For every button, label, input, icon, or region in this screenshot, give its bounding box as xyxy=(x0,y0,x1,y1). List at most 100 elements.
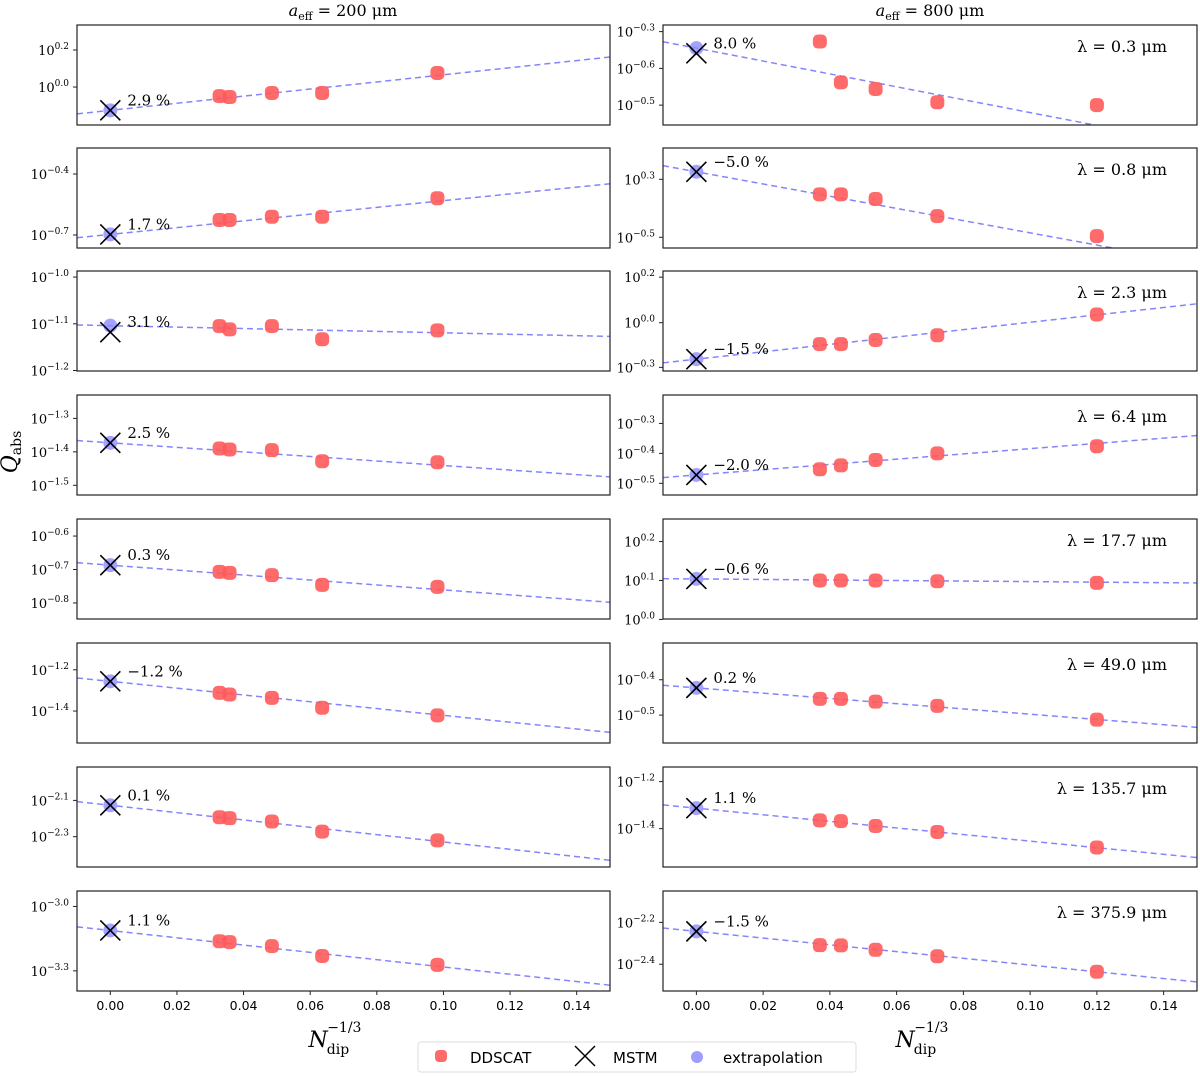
y-tick-label: 10−0.5 xyxy=(617,475,656,492)
ddscat-point xyxy=(833,573,848,588)
panel-right-3: 100.2 100.0 10−0.3 −1.5 % λ = 2.3 μm xyxy=(617,269,1198,376)
ddscat-point xyxy=(222,687,237,702)
ddscat-point xyxy=(833,75,848,90)
panel-frame xyxy=(76,394,611,496)
ddscat-point xyxy=(833,458,848,473)
y-tick-label: 10−1.2 xyxy=(31,662,69,679)
column-title-left: aeff = 200 μm xyxy=(289,1,398,23)
deviation-label: 1.7 % xyxy=(127,215,170,233)
ddscat-point xyxy=(264,568,279,583)
wavelength-label: λ = 17.7 μm xyxy=(1067,531,1167,550)
fit-line xyxy=(663,164,1117,248)
mstm-marker xyxy=(99,919,121,942)
ddscat-point xyxy=(833,938,848,953)
ddscat-point xyxy=(264,85,279,100)
y-tick-label: 10−0.5 xyxy=(617,229,656,246)
x-tick-label: 0.00 xyxy=(682,998,710,1013)
ddscat-point xyxy=(264,814,279,829)
y-tick-label: 100.2 xyxy=(624,269,655,286)
ddscat-point xyxy=(812,34,827,49)
mstm-marker xyxy=(685,348,707,370)
legend-mstm-marker xyxy=(574,1045,596,1067)
y-tick-label: 10−0.4 xyxy=(617,672,656,689)
mstm-marker xyxy=(99,554,121,576)
mstm-marker xyxy=(99,794,121,816)
ddscat-point xyxy=(833,691,848,706)
y-tick-label: 100.3 xyxy=(624,171,655,188)
x-tick-label: 0.04 xyxy=(816,998,844,1013)
panel-left-3: 10−1.0 10−1.1 10−1.2 3.1 % xyxy=(31,269,611,380)
ddscat-point xyxy=(868,333,883,348)
mstm-marker xyxy=(685,464,707,486)
ddscat-point xyxy=(264,443,279,458)
x-axis-label-right: Ndip−1/3 xyxy=(895,1020,949,1058)
y-tick-label: 10−0.3 xyxy=(617,415,656,432)
y-tick-label: 10−0.3 xyxy=(617,359,656,376)
mstm-marker xyxy=(685,677,707,699)
y-axis-label: Qabs xyxy=(0,431,25,474)
ddscat-point xyxy=(315,577,330,592)
ddscat-point xyxy=(264,939,279,954)
ddscat-point xyxy=(1089,229,1104,244)
ddscat-point xyxy=(1089,98,1104,113)
y-tick-label: 100.0 xyxy=(624,315,655,332)
y-tick-label: 10−1.0 xyxy=(31,269,70,286)
panel-left-1: 100.2 100.0 2.9 % xyxy=(38,24,611,126)
deviation-label: 1.1 % xyxy=(713,789,756,807)
fit-line xyxy=(663,577,1197,584)
x-tick-label: 0.02 xyxy=(163,998,191,1013)
panel-frame xyxy=(662,147,1198,249)
y-tick-label: 10−1.1 xyxy=(31,316,69,333)
panel-right-4: 10−0.3 10−0.4 10−0.5 −2.0 % λ = 6.4 μm xyxy=(617,394,1198,496)
y-tick-label: 10−0.3 xyxy=(617,24,656,41)
ddscat-point xyxy=(430,191,445,206)
y-tick-label: 10−0.5 xyxy=(617,97,656,114)
y-tick-label: 100.2 xyxy=(624,534,655,551)
mstm-marker xyxy=(99,223,121,245)
ddscat-point xyxy=(222,565,237,580)
ddscat-point xyxy=(430,957,445,972)
ddscat-point xyxy=(812,938,827,953)
mstm-marker xyxy=(99,321,121,343)
deviation-label: −1.2 % xyxy=(127,662,182,680)
deviation-label: 2.9 % xyxy=(127,91,170,109)
mstm-marker xyxy=(685,42,707,64)
y-tick-label: 100.2 xyxy=(38,42,69,59)
wavelength-label: λ = 49.0 μm xyxy=(1067,655,1167,674)
mstm-marker xyxy=(685,797,707,819)
mstm-marker xyxy=(685,568,707,590)
y-tick-label: 10−0.7 xyxy=(31,562,70,579)
ddscat-point xyxy=(315,700,330,715)
panel-frame xyxy=(76,24,611,126)
x-tick-label: 0.14 xyxy=(1150,998,1178,1013)
extrapolation-point xyxy=(103,318,118,333)
panel-left-6: 10−1.2 10−1.4 −1.2 % xyxy=(31,642,611,744)
ddscat-point xyxy=(430,579,445,594)
y-tick-label: 10−1.4 xyxy=(617,821,656,838)
ddscat-point xyxy=(1089,307,1104,322)
y-tick-label: 10−1.3 xyxy=(31,410,70,427)
panel-frame xyxy=(662,890,1198,992)
ddscat-point xyxy=(868,819,883,834)
ddscat-point xyxy=(315,824,330,839)
y-tick-label: 10−2.2 xyxy=(617,914,655,931)
deviation-label: 0.2 % xyxy=(713,669,756,687)
ddscat-point xyxy=(430,455,445,470)
ddscat-point xyxy=(315,332,330,347)
mstm-marker xyxy=(685,161,707,183)
deviation-label: 8.0 % xyxy=(713,34,756,52)
deviation-label: −1.5 % xyxy=(713,340,768,358)
deviation-label: −1.5 % xyxy=(713,912,768,930)
legend-extrapolation-marker xyxy=(691,1051,703,1063)
x-tick-label: 0.08 xyxy=(363,998,391,1013)
ddscat-point xyxy=(1089,712,1104,727)
mstm-marker xyxy=(99,670,121,692)
ddscat-point xyxy=(868,452,883,467)
ddscat-point xyxy=(812,187,827,202)
ddscat-point xyxy=(930,949,945,964)
ddscat-point xyxy=(315,454,330,469)
ddscat-point xyxy=(868,81,883,96)
deviation-label: −2.0 % xyxy=(713,456,768,474)
ddscat-point xyxy=(430,708,445,723)
x-tick-label: 0.14 xyxy=(563,998,591,1013)
